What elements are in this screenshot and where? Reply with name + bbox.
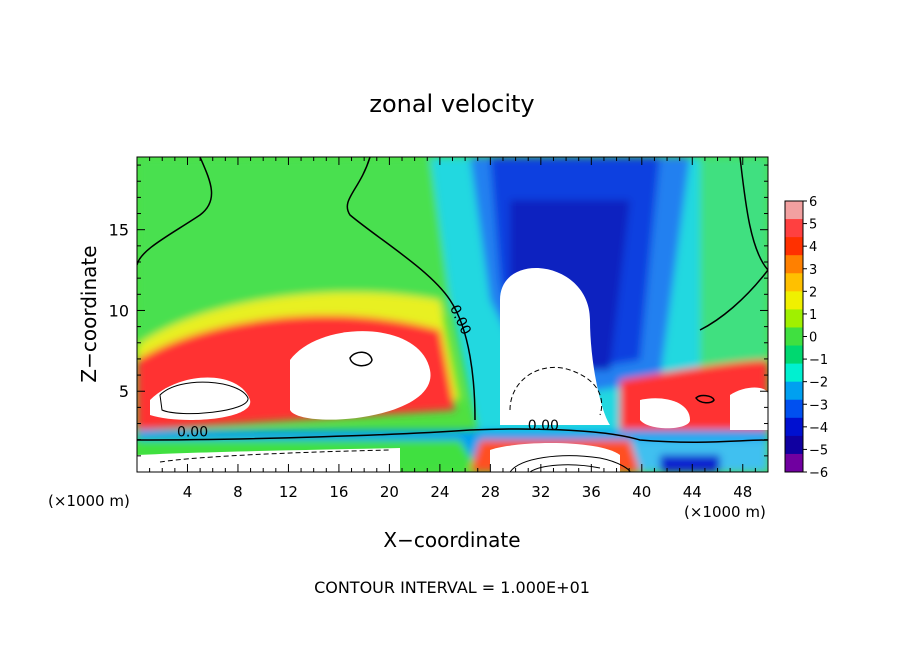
x-tick-label: 20 [380,483,399,501]
colorbar-tick-label: 6 [809,195,817,210]
chart-title: zonal velocity [369,90,534,118]
x-tick-label: 48 [733,483,752,501]
x-unit-left: (×1000 m) [48,492,130,510]
colorbar-swatch [785,291,803,310]
x-tick-label: 44 [683,483,702,501]
colorbar-swatch [785,363,803,383]
plot-field [137,157,768,472]
y-tick-label: 5 [119,382,129,401]
colorbar-tick-label: 0 [809,331,817,346]
colorbar-swatch [785,345,803,365]
colorbar-swatch [785,381,803,401]
colorbar-swatch [785,219,803,238]
colorbar-tick-label: −3 [809,398,828,413]
x-tick-label: 12 [279,483,298,501]
colorbar-tick-label: 5 [809,218,817,233]
colorbar-tick-label: −5 [809,443,828,458]
colorbar-tick-label: −6 [809,466,828,481]
x-tick-label: 16 [329,483,348,501]
x-axis: 4 8 12 16 20 24 28 32 36 40 44 48 [149,157,756,501]
colorbar-tick-label: 1 [809,308,817,323]
y-axis-label: Z−coordinate [77,245,101,382]
x-unit-right: (×1000 m) [684,503,766,521]
colorbar [784,200,804,473]
y-axis: 5 10 15 [109,164,768,457]
colorbar-swatch [785,453,803,473]
y-tick-label: 15 [109,221,129,240]
x-tick-label: 32 [531,483,550,501]
colorbar-tick-label: 2 [809,285,817,300]
x-axis-label: X−coordinate [383,528,520,552]
x-tick-label: 28 [481,483,500,501]
colorbar-tick-label: −4 [809,421,828,436]
colorbar-swatch [785,255,803,274]
x-tick-label: 4 [183,483,193,501]
colorbar-swatch [785,273,803,292]
colorbar-swatch [785,417,803,437]
contour-label: 0.00 [528,418,559,434]
colorbar-tick-label: 4 [809,240,817,255]
x-tick-label: 36 [582,483,601,501]
colorbar-swatch [785,237,803,256]
contour-interval-footer: CONTOUR INTERVAL = 1.000E+01 [314,578,590,597]
contour-label: 0.00 [177,424,208,440]
colorbar-swatch [785,201,803,220]
colorbar-swatch [785,435,803,455]
x-tick-label: 24 [430,483,449,501]
colorbar-tick-label: 3 [809,263,817,278]
y-tick-label: 10 [109,301,129,320]
colorbar-tick-label: −1 [809,353,828,368]
colorbar-tick-label: −2 [809,376,828,391]
x-tick-label: 8 [233,483,243,501]
colorbar-swatch [785,399,803,419]
colorbar-swatch [785,309,803,328]
x-tick-label: 40 [632,483,651,501]
colorbar-labels: 6 5 4 3 2 1 0 −1 −2 −3 −4 −5 −6 [803,195,828,481]
colorbar-swatch [785,327,803,347]
